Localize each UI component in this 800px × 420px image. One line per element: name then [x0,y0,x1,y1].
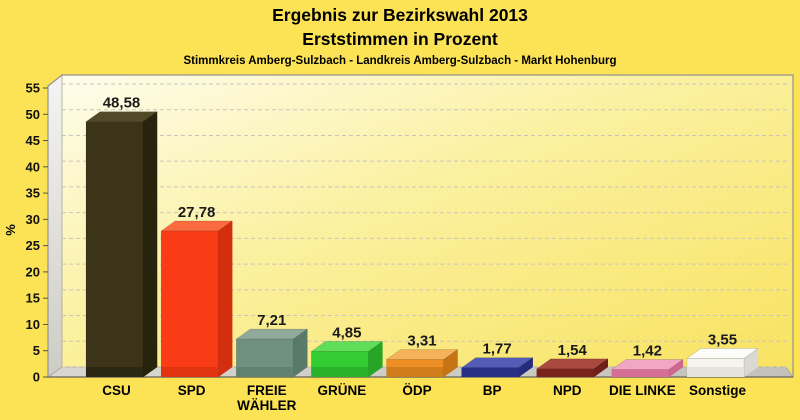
y-tick-label-25: 25 [26,238,40,253]
left-wall-3d [47,74,63,378]
value-label-freie-wähler: 7,21 [257,312,286,329]
y-tick-label-35: 35 [26,186,40,201]
bar-base-npd [536,368,594,377]
value-label-csu: 48,58 [103,95,141,112]
category-label-ödp: ÖDP [402,383,431,398]
bar-top-sonstige [686,348,759,359]
value-label-npd: 1,54 [558,342,588,359]
y-axis-label: % [3,224,18,236]
category-label-die-linke: DIE LINKE [609,383,676,398]
bar-base-sonstige [687,367,744,377]
bar-side-spd [217,220,233,378]
value-label-die-linke: 1,42 [633,343,662,360]
value-label-ödp: 3,31 [407,333,436,350]
y-tick-label-15: 15 [26,291,40,306]
y-tick-label-0: 0 [33,370,40,385]
chart-title-line2: Erststimmen in Prozent [302,29,498,49]
y-tick-label-45: 45 [26,133,40,148]
bar-top-bp [460,357,534,368]
y-tick-label-20: 20 [26,264,40,279]
category-label-npd: NPD [553,383,582,398]
chart-caption: Stimmkreis Amberg-Sulzbach - Landkreis A… [183,55,617,67]
bar-base-freie-wähler [236,367,294,377]
bar-top-csu [85,111,158,122]
y-tick-label-40: 40 [26,159,40,174]
value-label-sonstige: 3,55 [708,331,737,348]
bar-base-ödp [386,367,444,377]
category-label-bp: BP [483,383,502,398]
bar-top-grüne [310,341,384,352]
category-label-sonstige: Sonstige [689,383,746,398]
y-tick-label-30: 30 [26,212,40,227]
plot-border [47,74,794,378]
chart-title-line1: Ergebnis zur Bezirkswahl 2013 [272,5,528,25]
bar-base-spd [161,367,219,377]
value-label-spd: 27,78 [178,204,216,221]
y-tick-label-55: 55 [26,81,40,96]
y-tick-label-5: 5 [33,343,40,358]
bar-base-bp [461,367,519,377]
bar-csu [85,121,144,378]
bar-base-die-linke [611,369,669,377]
bar-spd [160,230,219,378]
bar-base-grüne [311,367,369,377]
value-label-bp: 1,77 [483,341,512,358]
y-tick-label-10: 10 [26,317,40,332]
bar-base-csu [86,367,143,377]
category-label-grüne: GRÜNE [317,383,366,398]
y-tick-label-50: 50 [26,107,40,122]
category-label-csu: CSU [102,383,131,398]
bar-side-csu [142,111,158,378]
category-label-freie-wähler-line2: WÄHLER [237,398,296,413]
value-label-grüne: 4,85 [332,325,361,342]
category-label-spd: SPD [178,383,206,398]
plot-area: 0 5 10 15 20 25 30 35 40 45 50 55% 48,58 CSU 27,78 SPD 7… [3,74,794,413]
plot-background [48,75,793,377]
bar-top-ödp [385,349,459,360]
category-label-freie-wähler: FREIE [247,383,287,398]
